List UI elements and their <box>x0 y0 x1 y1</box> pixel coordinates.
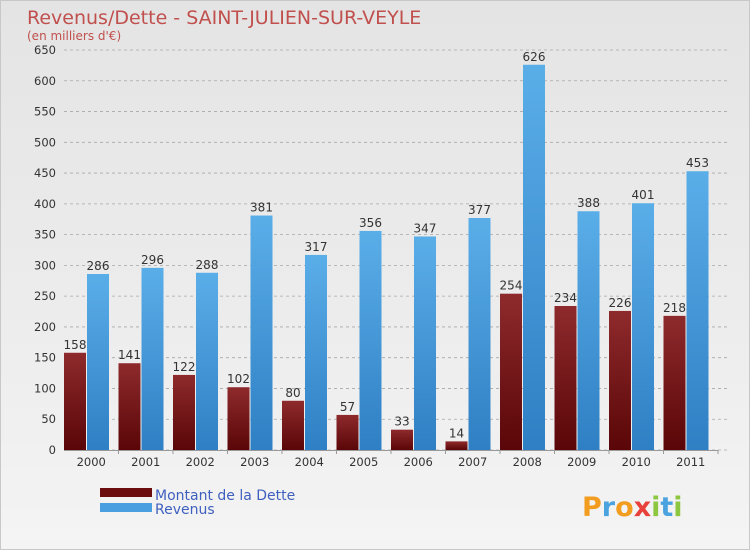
x-tick-label: 2006 <box>404 455 433 469</box>
x-tick-label: 2000 <box>77 455 106 469</box>
bar-revenus-2011 <box>686 171 709 450</box>
data-label-debt-2009: 234 <box>554 291 577 305</box>
legend-label-revenus: Revenus <box>155 502 215 518</box>
data-label-debt-2006: 33 <box>394 415 409 429</box>
bar-debt-2004 <box>282 400 304 450</box>
data-labels: 158 286 141 296 122 288 102 381 80 317 57 356 33 347 1… <box>64 50 709 441</box>
y-tick-label: 100 <box>34 381 56 395</box>
bar-revenus-2001 <box>141 267 164 450</box>
data-label-debt-2004: 80 <box>285 386 300 400</box>
data-label-revenus-2003: 381 <box>250 201 273 215</box>
bar-revenus-2009 <box>577 211 600 450</box>
bar-debt-2006 <box>391 429 413 450</box>
logo-letter-o: o <box>615 492 634 523</box>
bars <box>64 64 709 451</box>
y-tick-label: 600 <box>34 74 56 88</box>
data-label-revenus-2005: 356 <box>359 216 382 230</box>
logo-letter-i2: i <box>673 492 682 523</box>
x-tick-label: 2004 <box>295 455 324 469</box>
bar-debt-2003 <box>227 387 250 450</box>
y-tick-label: 550 <box>34 105 56 119</box>
data-label-debt-2011: 218 <box>663 301 686 315</box>
data-label-debt-2000: 158 <box>64 338 87 352</box>
y-tick-label: 650 <box>34 43 56 57</box>
x-tick-label: 2005 <box>349 455 378 469</box>
data-label-revenus-2000: 286 <box>87 259 110 273</box>
y-tick-label: 350 <box>34 228 56 242</box>
y-tick-label: 400 <box>34 197 56 211</box>
x-tick-label: 2009 <box>567 455 596 469</box>
data-label-debt-2001: 141 <box>118 348 141 362</box>
data-label-revenus-2008: 626 <box>523 50 546 64</box>
bar-debt-2007 <box>445 441 468 450</box>
bar-debt-2010 <box>609 310 631 450</box>
bar-revenus-2002 <box>196 272 218 450</box>
x-tick-label: 2001 <box>131 455 160 469</box>
bar-debt-2000 <box>64 352 86 450</box>
data-label-revenus-2006: 347 <box>414 221 437 235</box>
bar-revenus-2006 <box>414 236 436 450</box>
logo-letter-i1: i <box>651 492 660 523</box>
bar-revenus-2005 <box>359 230 382 450</box>
y-tick-label: 0 <box>49 443 56 457</box>
bar-debt-2002 <box>173 374 195 450</box>
data-label-revenus-2004: 317 <box>305 240 328 254</box>
data-label-debt-2007: 14 <box>449 426 464 440</box>
y-axis-ticks: 0 50 100 150 200 250 300 350 400 450 500 550 600 650 <box>34 43 56 457</box>
bar-debt-2001 <box>118 363 141 450</box>
proxiti-logo: Proxiti <box>582 492 683 523</box>
bar-revenus-2007 <box>468 218 491 450</box>
legend-label-debt: Montant de la Dette <box>155 488 295 504</box>
data-label-revenus-2002: 288 <box>196 258 219 272</box>
y-tick-label: 450 <box>34 166 56 180</box>
logo-letter-x: x <box>634 492 651 523</box>
bar-debt-2005 <box>336 414 359 450</box>
y-tick-label: 300 <box>34 258 56 272</box>
bar-revenus-2008 <box>523 64 545 451</box>
data-label-revenus-2009: 388 <box>577 196 600 210</box>
y-tick-label: 150 <box>34 351 56 365</box>
bar-revenus-2003 <box>250 215 273 450</box>
data-label-revenus-2007: 377 <box>468 203 491 217</box>
legend-swatch-debt <box>100 488 152 497</box>
bar-debt-2011 <box>663 315 686 450</box>
y-tick-label: 250 <box>34 289 56 303</box>
data-label-revenus-2010: 401 <box>632 188 655 202</box>
chart-title: Revenus/Dette - SAINT-JULIEN-SUR-VEYLE <box>27 7 421 29</box>
logo-letter-t: t <box>660 492 673 523</box>
data-label-revenus-2011: 453 <box>686 156 709 170</box>
x-tick-label: 2008 <box>513 455 542 469</box>
bar-debt-2009 <box>554 306 577 450</box>
data-label-debt-2003: 102 <box>227 372 250 386</box>
legend: Montant de la Dette Revenus <box>100 488 295 518</box>
data-label-debt-2008: 254 <box>500 279 523 293</box>
y-tick-label: 50 <box>41 412 56 426</box>
legend-swatch-revenus <box>100 503 152 512</box>
proxiti-logo-text: Proxiti <box>582 492 683 523</box>
x-tick-label: 2002 <box>186 455 215 469</box>
logo-letter-p: P <box>582 492 602 523</box>
logo-letter-r: r <box>602 492 616 523</box>
x-tick-label: 2003 <box>240 455 269 469</box>
data-label-debt-2005: 57 <box>340 400 355 414</box>
x-tick-label: 2007 <box>458 455 487 469</box>
bar-revenus-2010 <box>632 203 654 450</box>
y-tick-label: 500 <box>34 135 56 149</box>
x-tick-label: 2011 <box>676 455 705 469</box>
y-tick-label: 200 <box>34 320 56 334</box>
x-axis-ticks: 2000 2001 2002 2003 2004 2005 2006 2007 2008 2009… <box>77 450 719 469</box>
x-tick-label: 2010 <box>622 455 651 469</box>
data-label-revenus-2001: 296 <box>141 253 164 267</box>
data-label-debt-2002: 122 <box>173 360 196 374</box>
data-label-debt-2010: 226 <box>609 296 632 310</box>
bar-debt-2008 <box>500 293 522 450</box>
bar-revenus-2004 <box>305 254 327 450</box>
chart-subtitle: (en milliers d'€) <box>27 29 121 43</box>
bar-revenus-2000 <box>87 274 109 450</box>
